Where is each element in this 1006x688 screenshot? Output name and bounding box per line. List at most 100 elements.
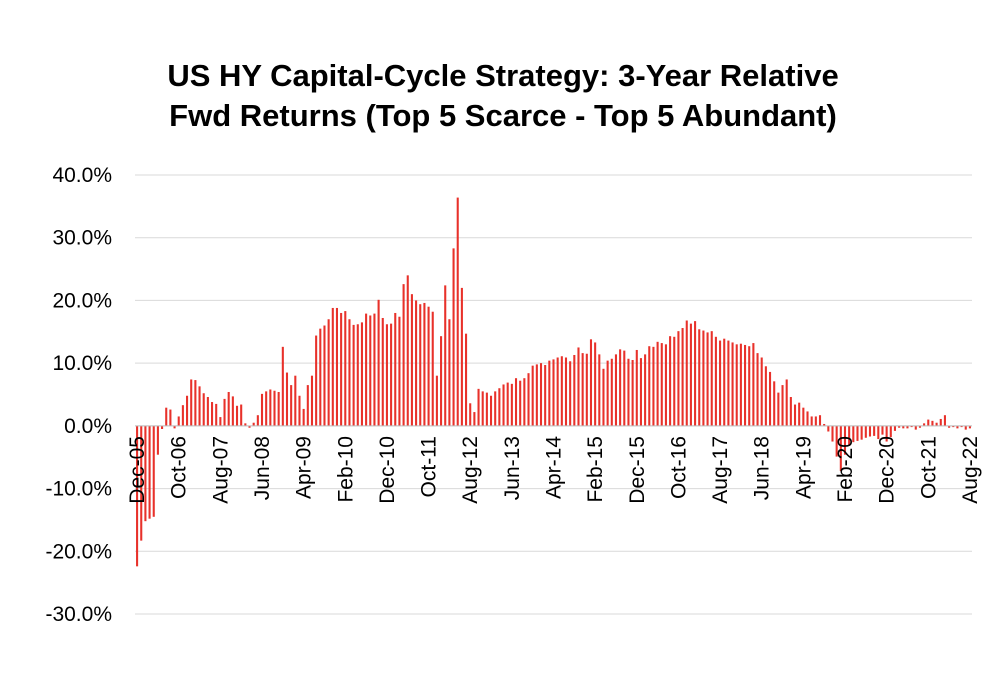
bar [910,425,913,428]
x-tick-label: Aug-22 [959,436,982,504]
chart-title: US HY Capital-Cycle Strategy: 3-Year Rel… [0,56,1006,136]
bar [689,323,692,426]
bar [469,403,472,426]
bar [381,317,384,426]
bar [898,425,901,428]
bar [569,361,572,426]
bar [315,335,318,426]
bar [906,425,909,429]
bar [948,425,951,428]
bar [173,425,176,429]
bar [818,415,822,426]
bar [510,383,513,426]
bar [335,307,339,426]
bar [635,349,638,426]
bar [531,365,534,426]
bar [452,248,455,426]
bar [456,197,459,426]
bar [390,323,393,426]
bar [827,425,830,432]
x-tick-label: Dec-10 [376,436,399,504]
bar [473,412,476,426]
bar [356,324,359,426]
y-axis-tick-labels: -30.0% -20.0% -10.0% 0.0% 10.0% 20.0% 30.0% 40.… [45,164,112,626]
y-tick-label: -30.0% [45,603,112,626]
bar [577,347,580,426]
bar [710,331,713,426]
bar [419,304,422,426]
bar [519,380,522,426]
bar [481,391,484,426]
bar [677,331,680,426]
bar [223,398,226,426]
bar [252,422,255,426]
bar [186,395,189,426]
bar [535,364,538,426]
x-tick-label: Dec-20 [876,436,899,504]
bar [735,344,738,426]
bar [777,392,780,426]
bar [498,388,501,426]
bar [385,324,388,426]
bar [144,425,147,522]
x-tick-label: Dec-05 [126,436,149,504]
x-tick-label: Oct-06 [168,436,191,499]
bar [760,357,763,426]
bar [648,346,651,426]
bar [744,344,747,426]
bar [202,393,205,426]
x-tick-label: Oct-11 [418,436,441,497]
x-tick-label: Apr-14 [543,436,566,499]
x-tick-label: Jun-13 [501,436,524,500]
bar [377,299,380,426]
bar [210,402,214,426]
bar [748,346,751,426]
bar [489,395,493,426]
bar [902,425,905,429]
bar [227,391,230,426]
bar [598,354,601,426]
bar [306,385,309,426]
bar [956,425,959,429]
bar [373,313,376,426]
x-tick-label: Apr-19 [792,436,815,499]
bar [873,425,876,436]
bar [877,425,880,440]
bar [560,356,563,426]
bar [256,415,259,426]
bar [544,365,547,426]
bar [960,425,963,428]
bar [652,346,655,426]
bar [435,375,438,426]
bar [398,316,401,426]
bar [440,336,443,426]
bar [410,294,413,426]
x-tick-label: Apr-09 [293,436,316,499]
bar [360,322,363,426]
bar [444,285,447,426]
chart-title-line-1: US HY Capital-Cycle Strategy: 3-Year Rel… [167,58,839,93]
bar [506,382,509,426]
bar [793,404,797,426]
bar [235,405,239,426]
bar [290,385,293,426]
bar [719,340,722,426]
bar [302,408,305,426]
y-tick-label: 10.0% [52,352,112,375]
bar [152,425,155,517]
bar [277,391,280,426]
bar [923,423,926,426]
bar [806,411,809,426]
bar [198,386,201,426]
bar [365,313,368,426]
x-tick-label: Jun-18 [751,436,774,500]
bar [323,325,326,426]
bar [206,397,209,426]
bar [856,425,859,441]
bar [723,338,726,426]
bar [927,419,930,426]
bar [868,425,872,437]
bar [552,359,555,426]
bar [340,312,343,426]
